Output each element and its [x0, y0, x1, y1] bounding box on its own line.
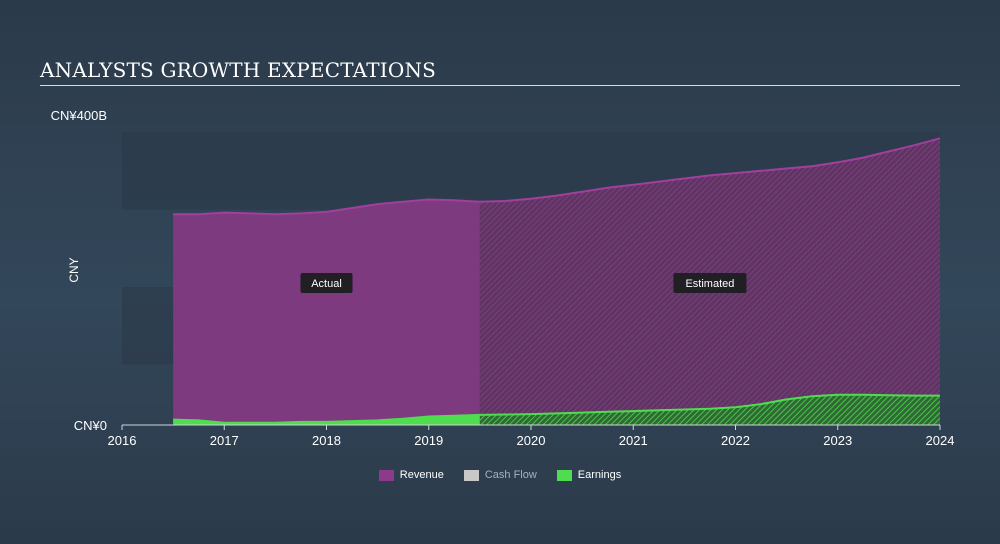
annotation-actual: Actual	[300, 273, 353, 293]
revenue-line	[173, 137, 941, 216]
annotation-estimated-text: Estimated	[685, 278, 734, 290]
y-tick-label-0: CN¥400B	[51, 108, 107, 123]
earnings-area-actual	[173, 414, 480, 425]
earnings-line	[173, 393, 940, 424]
annotation-estimated-bg	[673, 273, 747, 293]
legend-item-cashflow[interactable]: Cash Flow	[463, 469, 537, 481]
annotation-actual-bg	[300, 273, 353, 293]
x-tick-label-2018: 2018	[312, 433, 341, 448]
x-tick-label-2016: 2016	[108, 433, 137, 448]
x-tick-label-2020: 2020	[517, 433, 546, 448]
earnings-swatch	[556, 469, 572, 481]
x-tick-label-2021: 2021	[619, 433, 648, 448]
x-tick-label-2022: 2022	[721, 433, 750, 448]
chart-legend: Revenue Cash Flow Earnings	[0, 469, 1000, 481]
y-tick-label-1: CN¥0	[74, 418, 107, 433]
y-axis-label: CNY	[67, 257, 81, 282]
x-tick-label-2024: 2024	[926, 433, 955, 448]
x-tick-label-2017: 2017	[210, 433, 239, 448]
revenue-area-actual	[173, 199, 480, 425]
cashflow-swatch	[463, 469, 479, 481]
legend-item-earnings[interactable]: Earnings	[556, 469, 622, 481]
x-tick-label-2019: 2019	[414, 433, 443, 448]
annotation-estimated: Estimated	[673, 273, 747, 293]
earnings-area-estimated	[479, 394, 940, 425]
revenue-swatch	[378, 469, 394, 481]
legend-item-revenue[interactable]: Revenue	[378, 469, 444, 481]
title-divider	[40, 85, 960, 86]
legend-label-cashflow: Cash Flow	[484, 469, 537, 481]
x-tick-label-2023: 2023	[823, 433, 852, 448]
annotation-actual-text: Actual	[311, 278, 342, 290]
chart-title: ANALYSTS GROWTH EXPECTATIONS	[40, 58, 437, 82]
legend-label-earnings: Earnings	[577, 469, 622, 481]
legend-label-revenue: Revenue	[399, 469, 444, 481]
